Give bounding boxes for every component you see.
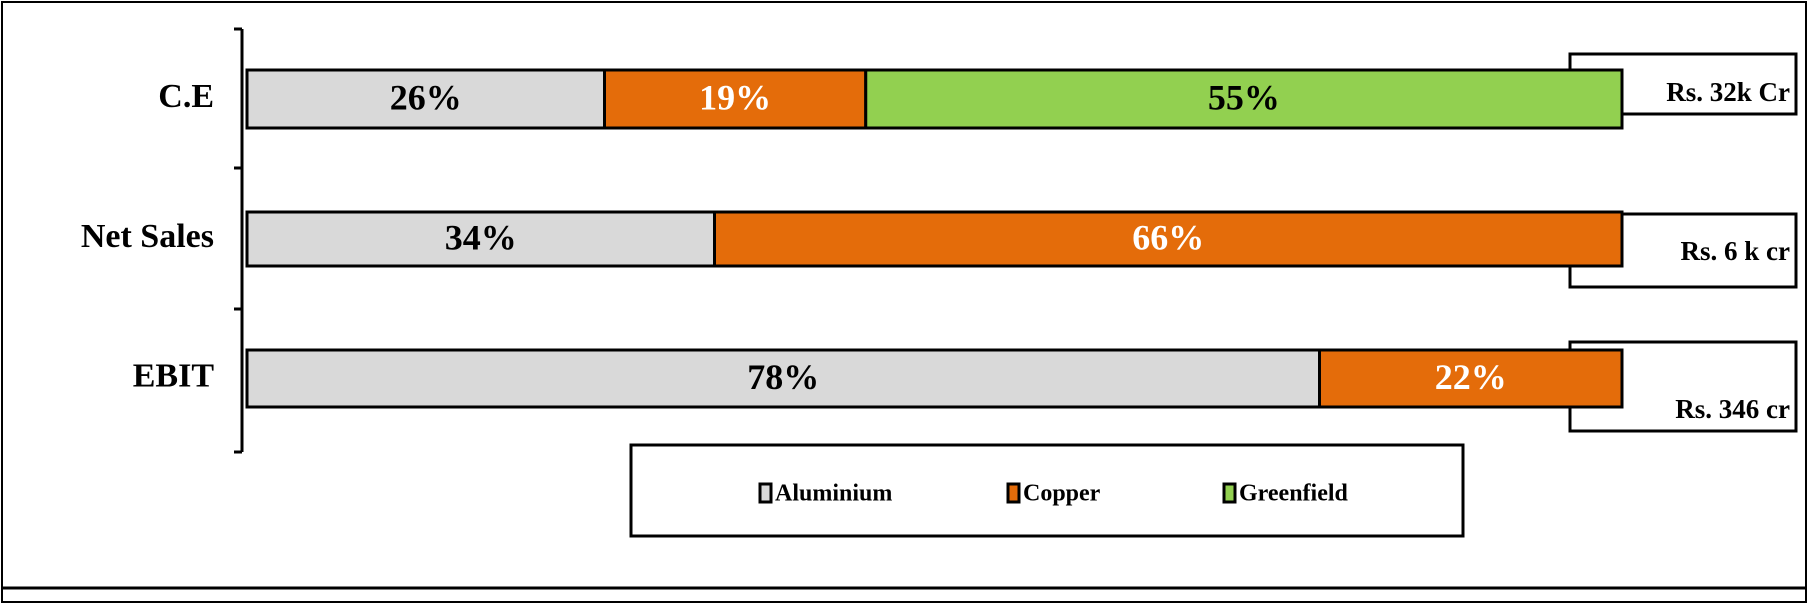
legend-swatch — [1006, 482, 1021, 504]
value-label: 26% — [390, 77, 462, 117]
legend-swatch — [1222, 482, 1237, 504]
annotation: Rs. 6 k cr — [1681, 236, 1791, 266]
bar-segment — [603, 68, 868, 130]
legend-swatch — [758, 482, 773, 504]
annotation: Rs. 346 cr — [1675, 394, 1790, 424]
value-label: 78% — [747, 357, 819, 397]
value-label: 55% — [1208, 77, 1280, 117]
bar-segment — [864, 68, 1624, 130]
bar-segment — [713, 210, 1624, 268]
value-label: 66% — [1132, 217, 1204, 257]
legend-label: Aluminium — [775, 481, 892, 507]
bar-segment — [245, 210, 716, 268]
legend-label: Copper — [1023, 481, 1101, 507]
bar-segment — [245, 68, 606, 130]
value-label: 19% — [699, 77, 771, 117]
value-label: 34% — [445, 217, 517, 257]
y-tick-label: C.E — [158, 78, 214, 115]
bar-segment — [245, 348, 1321, 409]
y-tick-label: EBIT — [133, 357, 215, 394]
value-label: 22% — [1435, 357, 1507, 397]
legend-label: Greenfield — [1239, 481, 1349, 507]
annotation: Rs. 32k Cr — [1666, 77, 1790, 107]
y-tick-label: Net Sales — [81, 218, 214, 255]
bar-segment — [1318, 348, 1624, 409]
